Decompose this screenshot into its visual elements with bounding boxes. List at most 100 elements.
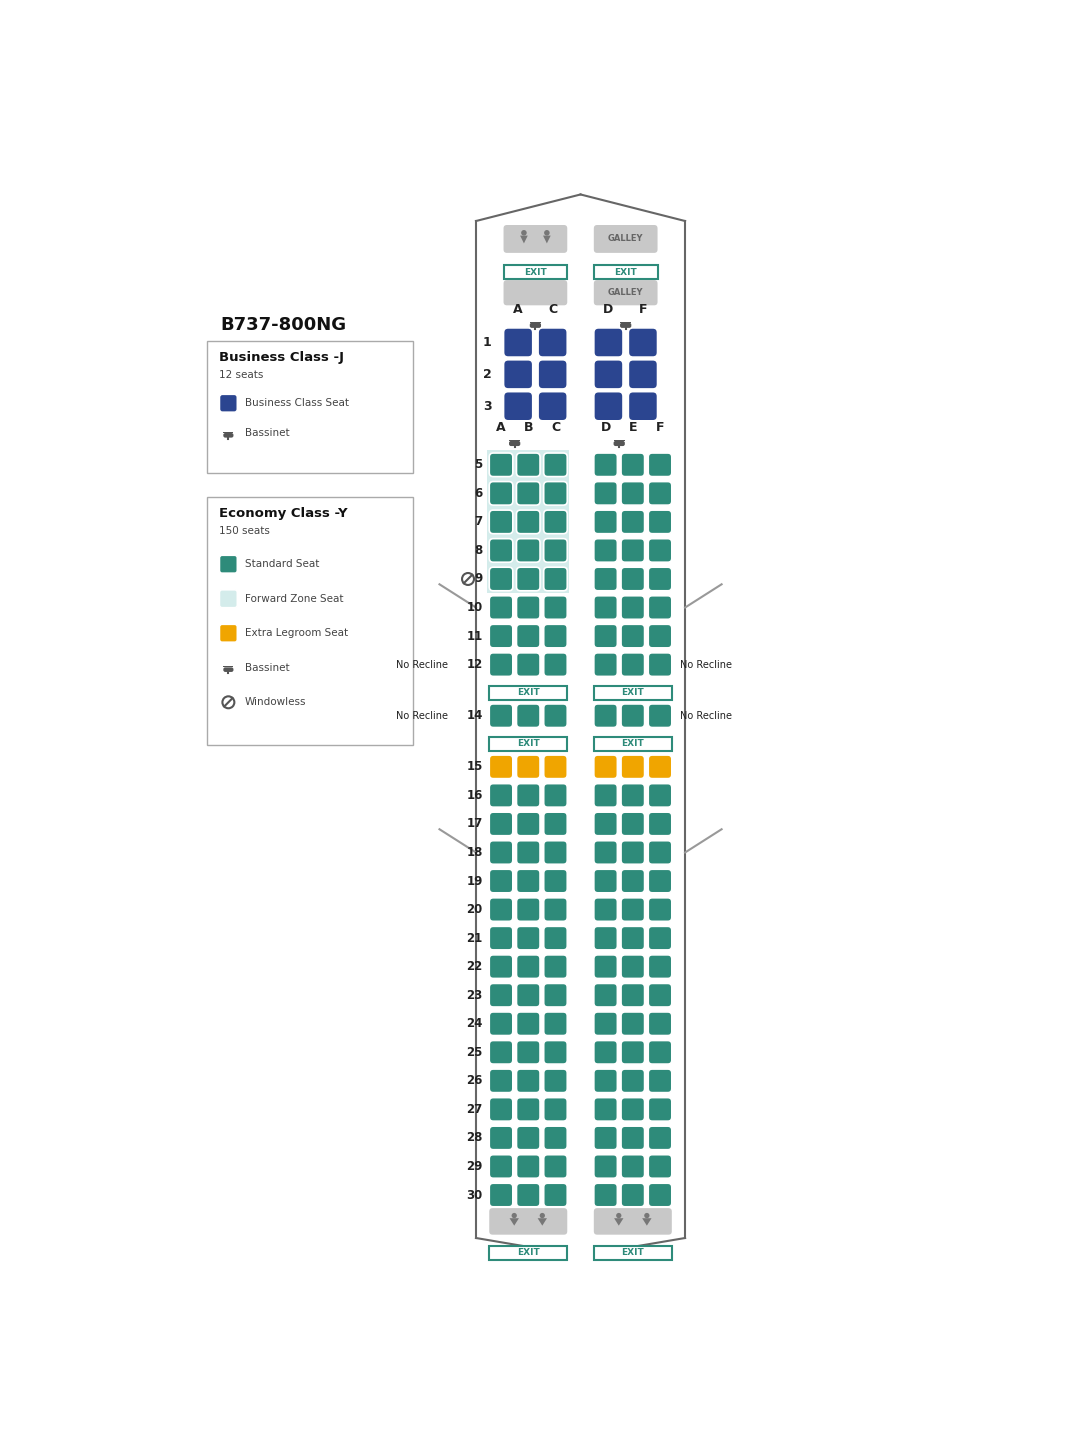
Text: Bassinet: Bassinet: [245, 663, 289, 673]
Text: 17: 17: [467, 817, 483, 830]
FancyBboxPatch shape: [594, 653, 617, 676]
FancyBboxPatch shape: [594, 812, 617, 835]
FancyBboxPatch shape: [594, 784, 617, 807]
Circle shape: [512, 1212, 517, 1218]
Text: EXIT: EXIT: [517, 1248, 539, 1257]
FancyBboxPatch shape: [544, 755, 567, 778]
FancyBboxPatch shape: [544, 1012, 567, 1035]
FancyBboxPatch shape: [648, 1041, 672, 1064]
Text: 28: 28: [467, 1132, 483, 1145]
Text: Forward Zone Seat: Forward Zone Seat: [245, 594, 343, 604]
Text: 14: 14: [467, 709, 483, 722]
FancyBboxPatch shape: [544, 482, 567, 505]
Text: B737-800NG: B737-800NG: [221, 316, 347, 334]
FancyBboxPatch shape: [489, 1068, 513, 1093]
FancyBboxPatch shape: [489, 453, 513, 476]
FancyBboxPatch shape: [621, 1012, 645, 1035]
FancyBboxPatch shape: [594, 1097, 617, 1122]
FancyBboxPatch shape: [594, 539, 617, 562]
FancyBboxPatch shape: [517, 926, 540, 951]
FancyBboxPatch shape: [648, 897, 672, 922]
FancyBboxPatch shape: [517, 1097, 540, 1122]
FancyBboxPatch shape: [648, 841, 672, 864]
FancyBboxPatch shape: [544, 784, 567, 807]
FancyBboxPatch shape: [594, 897, 617, 922]
Text: 11: 11: [467, 630, 483, 643]
FancyBboxPatch shape: [517, 755, 540, 778]
FancyBboxPatch shape: [517, 595, 540, 620]
Text: 3: 3: [483, 400, 491, 413]
FancyBboxPatch shape: [517, 624, 540, 649]
FancyBboxPatch shape: [621, 1155, 645, 1178]
FancyBboxPatch shape: [621, 453, 645, 476]
FancyBboxPatch shape: [621, 705, 645, 728]
FancyBboxPatch shape: [489, 784, 513, 807]
FancyBboxPatch shape: [594, 482, 617, 505]
FancyBboxPatch shape: [648, 567, 672, 591]
FancyBboxPatch shape: [223, 433, 234, 437]
Bar: [503, 266, 567, 279]
FancyBboxPatch shape: [594, 1183, 617, 1206]
FancyBboxPatch shape: [648, 705, 672, 728]
Text: 15: 15: [467, 761, 483, 774]
Bar: [489, 736, 567, 751]
Text: 27: 27: [467, 1103, 483, 1116]
FancyBboxPatch shape: [544, 1126, 567, 1150]
FancyBboxPatch shape: [489, 955, 513, 978]
FancyBboxPatch shape: [621, 653, 645, 676]
FancyBboxPatch shape: [544, 897, 567, 922]
FancyBboxPatch shape: [648, 984, 672, 1007]
FancyBboxPatch shape: [594, 1126, 617, 1150]
FancyBboxPatch shape: [594, 926, 617, 951]
FancyBboxPatch shape: [219, 394, 237, 413]
Text: EXIT: EXIT: [622, 739, 644, 748]
Bar: [487, 450, 569, 594]
FancyBboxPatch shape: [621, 955, 645, 978]
FancyBboxPatch shape: [517, 784, 540, 807]
FancyBboxPatch shape: [621, 567, 645, 591]
Text: No Recline: No Recline: [396, 660, 449, 670]
FancyBboxPatch shape: [594, 391, 623, 421]
Text: 22: 22: [467, 961, 483, 974]
FancyBboxPatch shape: [648, 1097, 672, 1122]
FancyBboxPatch shape: [489, 841, 513, 864]
Text: 12 seats: 12 seats: [219, 370, 264, 380]
Text: Windowless: Windowless: [245, 697, 307, 707]
FancyBboxPatch shape: [544, 984, 567, 1007]
Text: 10: 10: [467, 601, 483, 614]
FancyBboxPatch shape: [489, 567, 513, 591]
FancyBboxPatch shape: [594, 280, 658, 305]
FancyBboxPatch shape: [648, 539, 672, 562]
Bar: [594, 266, 658, 279]
FancyBboxPatch shape: [648, 453, 672, 476]
FancyBboxPatch shape: [223, 667, 234, 672]
FancyBboxPatch shape: [489, 482, 513, 505]
Text: 26: 26: [467, 1074, 483, 1087]
FancyBboxPatch shape: [489, 1183, 513, 1206]
Text: 19: 19: [467, 874, 483, 887]
Text: 8: 8: [474, 544, 483, 557]
FancyBboxPatch shape: [594, 984, 617, 1007]
Text: 29: 29: [467, 1160, 483, 1173]
FancyBboxPatch shape: [648, 926, 672, 951]
FancyBboxPatch shape: [628, 360, 658, 388]
FancyBboxPatch shape: [594, 1208, 672, 1235]
FancyBboxPatch shape: [489, 510, 513, 533]
FancyBboxPatch shape: [628, 328, 658, 357]
FancyBboxPatch shape: [594, 705, 617, 728]
FancyBboxPatch shape: [544, 453, 567, 476]
FancyBboxPatch shape: [517, 1155, 540, 1178]
FancyBboxPatch shape: [489, 1208, 567, 1235]
FancyBboxPatch shape: [544, 1183, 567, 1206]
FancyBboxPatch shape: [544, 567, 567, 591]
FancyBboxPatch shape: [621, 984, 645, 1007]
FancyBboxPatch shape: [594, 955, 617, 978]
Text: GALLEY: GALLEY: [608, 234, 643, 243]
FancyBboxPatch shape: [544, 653, 567, 676]
FancyBboxPatch shape: [544, 1068, 567, 1093]
FancyBboxPatch shape: [219, 590, 237, 608]
FancyBboxPatch shape: [594, 1068, 617, 1093]
FancyBboxPatch shape: [648, 812, 672, 835]
FancyBboxPatch shape: [594, 624, 617, 649]
FancyBboxPatch shape: [489, 705, 513, 728]
